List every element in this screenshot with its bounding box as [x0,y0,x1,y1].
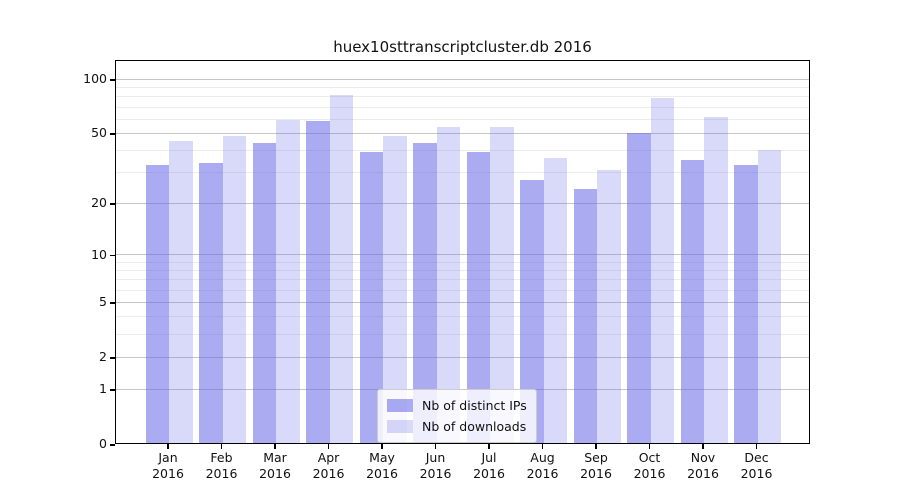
gridline-major [116,132,809,134]
x-tick [595,444,597,449]
chart-title: huex10sttranscriptcluster.db 2016 [333,38,592,56]
legend: Nb of distinct IPs Nb of downloads [377,389,537,443]
legend-swatch-distinct-ips [387,399,413,412]
bar-distinct-ips [145,164,169,443]
x-tick-label: Jan 2016 [152,450,184,481]
gridline-minor [116,333,809,335]
bar-downloads [704,117,728,443]
y-tick [110,203,115,205]
gridline-minor [116,289,809,291]
x-tick [274,444,276,449]
y-tick-label: 5 [99,294,107,310]
gridline-minor [116,316,809,318]
x-tick [648,444,651,449]
bar-distinct-ips [413,142,437,443]
x-tick [220,444,223,449]
x-tick-label: Nov 2016 [687,450,719,481]
y-tick [110,133,115,135]
gridline-major [116,356,809,358]
gridline-minor [116,118,809,120]
gridline-minor [116,269,809,271]
gridline-minor [116,150,809,151]
x-tick [488,444,490,449]
gridline-major [116,254,809,255]
x-tick [755,444,758,449]
x-tick [541,444,544,449]
bar-distinct-ips [734,164,758,443]
x-tick [702,444,704,449]
x-tick [167,444,169,449]
gridline-major [116,202,809,204]
bar-distinct-ips [680,160,704,443]
bar-distinct-ips [199,162,223,443]
bar-downloads [436,126,460,443]
gridline-minor [116,279,809,281]
gridline-major [116,78,809,80]
y-tick-label: 10 [91,246,107,262]
gridline-minor [116,261,809,263]
y-tick [110,79,115,81]
legend-label-downloads: Nb of downloads [422,419,527,434]
bar-downloads [543,158,567,443]
bar-downloads [650,98,674,443]
x-tick [434,444,437,449]
legend-entry-downloads: Nb of downloads [387,416,527,437]
y-tick-label: 1 [99,381,107,397]
y-tick-label: 2 [99,349,107,365]
x-tick-label: Jun 2016 [419,450,452,481]
legend-entry-distinct-ips: Nb of distinct IPs [387,395,527,416]
bar-distinct-ips [359,151,383,443]
x-tick-label: Mar 2016 [259,450,291,481]
x-tick-label: Aug 2016 [526,450,559,481]
bar-downloads [383,135,407,443]
x-tick-label: Dec 2016 [740,450,773,481]
y-tick [110,389,115,391]
bar-downloads [757,150,781,443]
x-tick-label: May 2016 [366,450,398,481]
bar-distinct-ips [573,189,597,443]
y-tick-label: 0 [99,436,107,451]
bar-distinct-ips [306,121,330,443]
bar-downloads [597,169,621,443]
y-tick [110,444,115,446]
gridline-minor [116,172,809,174]
bar-downloads [490,126,514,443]
x-tick-label: Sep 2016 [580,450,612,481]
bar-distinct-ips [252,142,276,443]
gridline-minor [116,106,809,108]
bar-distinct-ips [627,132,651,443]
bar-downloads [222,135,246,443]
x-tick [327,444,330,449]
gridline-major [116,301,809,303]
bar-downloads [169,140,193,443]
x-tick-label: Jul 2016 [473,450,505,481]
y-tick-label: 20 [91,195,107,211]
y-tick [110,357,115,359]
plot-area [115,60,810,444]
y-tick-label: 50 [91,125,107,141]
x-tick-label: Feb 2016 [205,450,238,481]
legend-swatch-downloads [387,420,413,433]
y-tick [110,302,115,304]
legend-label-distinct-ips: Nb of distinct IPs [422,398,527,413]
gridline-minor [116,96,809,98]
x-tick [381,444,383,449]
y-tick [110,254,115,256]
x-tick-label: Apr 2016 [312,450,345,481]
gridline-minor [116,87,809,88]
bar-distinct-ips [466,151,490,443]
bar-distinct-ips [520,180,544,443]
bar-downloads [329,95,353,443]
y-tick-label: 100 [83,71,107,87]
bar-downloads [276,119,300,443]
x-tick-label: Oct 2016 [633,450,666,481]
